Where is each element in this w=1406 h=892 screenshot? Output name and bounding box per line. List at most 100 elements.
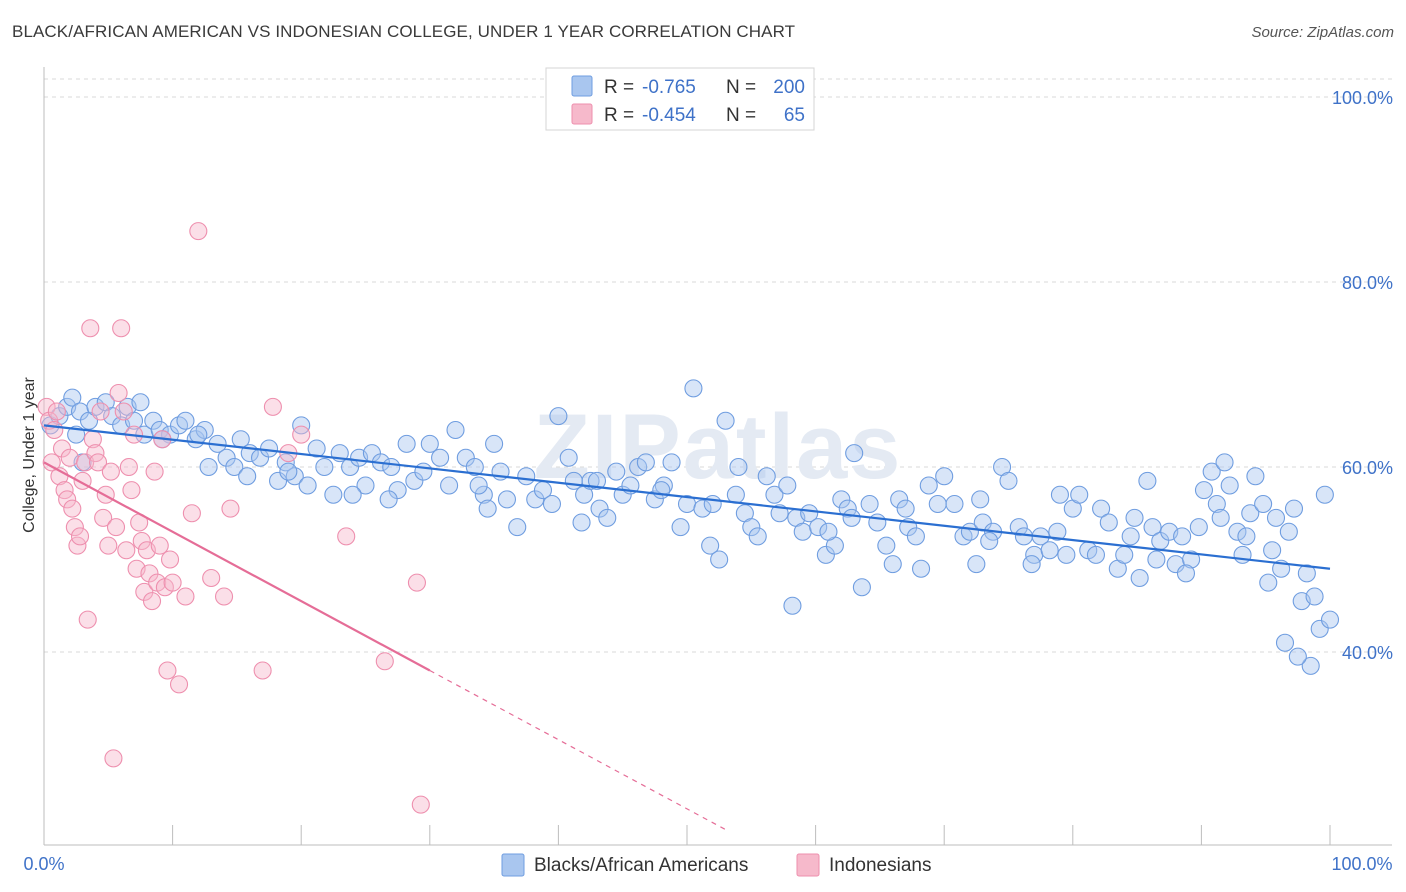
point-blacks-109: [912, 559, 931, 578]
point-blacks-47: [420, 434, 439, 453]
point-blacks-198: [1147, 550, 1166, 569]
point-blacks-61: [542, 494, 562, 514]
point-blacks-11: [124, 411, 144, 430]
bottom-legend-swatch-pink: [796, 853, 820, 877]
point-indonesians-24: [99, 536, 118, 555]
point-blacks-62: [549, 407, 568, 426]
point-indonesians-64: [411, 795, 430, 814]
y-axis-title: College, Under 1 year: [21, 377, 38, 533]
point-blacks-108: [906, 527, 925, 546]
point-blacks-57: [508, 518, 527, 537]
top-legend: R = -0.765 N = 200 R = -0.454 N = 65: [545, 67, 815, 131]
point-indonesians-11: [65, 518, 84, 537]
point-blacks-177: [652, 481, 671, 500]
point-blacks-139: [1143, 518, 1162, 537]
point-blacks-98: [832, 490, 851, 509]
point-blacks-193: [238, 467, 257, 486]
point-blacks-56: [497, 490, 517, 509]
point-blacks-89: [765, 485, 784, 504]
point-blacks-135: [1115, 545, 1134, 564]
point-blacks-180: [896, 499, 915, 518]
point-blacks-167: [1301, 656, 1320, 675]
point-blacks-151: [1228, 522, 1247, 541]
point-indonesians-48: [160, 550, 180, 569]
watermark: ZIPatlas: [534, 396, 903, 498]
point-blacks-138: [1138, 471, 1157, 490]
point-blacks-153: [1241, 504, 1260, 523]
point-indonesians-6: [52, 439, 72, 458]
point-indonesians-33: [122, 481, 141, 500]
point-blacks-129: [1070, 485, 1089, 504]
point-indonesians-13: [70, 527, 90, 546]
point-blacks-84: [726, 485, 745, 504]
point-blacks-133: [1099, 513, 1118, 532]
point-blacks-192: [343, 485, 362, 504]
point-blacks-95: [809, 518, 828, 537]
point-indonesians-15: [76, 453, 95, 472]
point-indonesians-21: [91, 402, 110, 421]
point-blacks-50: [446, 420, 465, 440]
point-indonesians-0: [37, 397, 56, 416]
point-blacks-53: [474, 485, 493, 504]
point-blacks-155: [1254, 494, 1273, 514]
point-blacks-93: [793, 522, 812, 541]
point-indonesians-58: [263, 397, 282, 416]
point-blacks-34: [315, 457, 334, 477]
point-blacks-176: [572, 513, 591, 532]
point-indonesians-55: [214, 587, 234, 606]
point-blacks-102: [860, 494, 879, 514]
legend-r-value-1: -0.765: [642, 77, 696, 98]
point-blacks-76: [662, 453, 681, 472]
point-blacks-49: [440, 476, 459, 495]
point-blacks-125: [1040, 541, 1059, 560]
point-blacks-67: [590, 499, 609, 518]
point-blacks-33: [307, 439, 326, 458]
point-indonesians-30: [114, 402, 133, 421]
point-blacks-30: [285, 467, 304, 486]
point-blacks-52: [465, 457, 484, 477]
point-indonesians-4: [47, 402, 66, 421]
bottom-legend-label-indonesians: Indonesians: [829, 855, 931, 876]
point-indonesians-16: [78, 610, 97, 629]
point-blacks-169: [1275, 633, 1295, 652]
point-blacks-91: [778, 476, 797, 495]
point-blacks-80: [693, 499, 712, 518]
point-blacks-104: [877, 536, 896, 555]
point-blacks-171: [131, 393, 150, 412]
legend-swatch-pink: [571, 103, 593, 125]
point-blacks-190: [587, 471, 607, 490]
point-blacks-145: [1189, 518, 1208, 537]
point-indonesians-49: [163, 573, 182, 592]
trend-line-blacks: [43, 424, 1331, 570]
point-blacks-42: [382, 457, 401, 477]
point-blacks-162: [1297, 564, 1316, 583]
point-blacks-163: [1305, 587, 1324, 606]
point-indonesians-44: [150, 536, 169, 555]
point-blacks-35: [324, 485, 343, 504]
point-indonesians-22: [94, 508, 113, 527]
chart-title: BLACK/AFRICAN AMERICAN VS INDONESIAN COL…: [12, 22, 796, 41]
legend-r-value-2: -0.454: [642, 105, 696, 126]
point-blacks-46: [414, 462, 433, 481]
point-blacks-77: [671, 518, 690, 537]
point-blacks-74: [645, 490, 664, 509]
point-indonesians-9: [60, 448, 79, 467]
point-blacks-116: [967, 555, 986, 574]
bottom-legend-label-blacks: Blacks/African Americans: [534, 855, 748, 876]
point-blacks-88: [757, 467, 776, 486]
point-indonesians-25: [101, 462, 120, 481]
point-blacks-13: [144, 411, 163, 430]
point-blacks-83: [716, 411, 735, 430]
point-indonesians-38: [135, 582, 154, 601]
x-tick-label-min: 0.0%: [23, 854, 64, 874]
point-blacks-186: [1176, 564, 1196, 583]
point-blacks-148: [1207, 494, 1226, 514]
point-blacks-59: [526, 490, 545, 509]
point-blacks-143: [1173, 527, 1192, 546]
point-indonesians-42: [145, 462, 164, 481]
point-blacks-188: [842, 508, 861, 527]
point-blacks-185: [1263, 541, 1282, 560]
point-blacks-164: [1310, 619, 1329, 638]
point-blacks-183: [1125, 508, 1144, 527]
point-indonesians-63: [407, 573, 426, 592]
